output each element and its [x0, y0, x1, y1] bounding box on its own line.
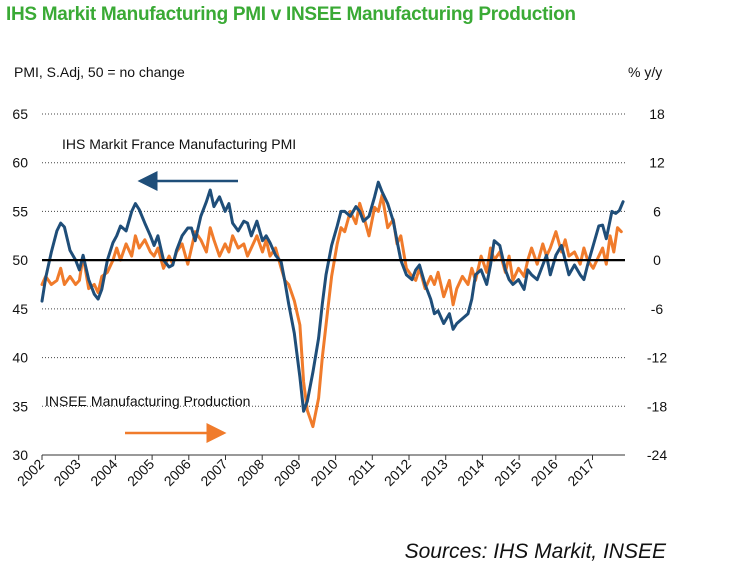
left-axis-ticks: 30 35 40 45 50 55 60 65	[12, 106, 28, 463]
x-tick-label: 2003	[50, 456, 83, 489]
x-tick-label: 2011	[345, 456, 378, 489]
x-tick-label: 2010	[307, 456, 340, 489]
gridlines	[42, 113, 625, 407]
left-tick-label: 55	[12, 203, 28, 219]
left-tick-label: 30	[12, 447, 28, 463]
right-tick-label: -18	[647, 398, 667, 414]
x-tick-label: 2005	[124, 456, 157, 489]
left-tick-label: 60	[12, 155, 28, 171]
x-axis-ticks: 2002 2003 2004 2005 2006 2007 2008 2009 2010 2011…	[14, 455, 598, 489]
pmi-series-line	[40, 180, 625, 413]
production-annotation-label: INSEE Manufacturing Production	[45, 393, 250, 409]
series-lines	[40, 180, 625, 429]
left-tick-label: 65	[12, 106, 28, 122]
right-tick-label: 0	[653, 252, 661, 268]
x-tick-label: 2006	[161, 456, 194, 489]
x-tick-label: 2015	[491, 456, 524, 489]
right-tick-label: -12	[647, 350, 667, 366]
x-tick-label: 2007	[197, 456, 230, 489]
production-series-line	[40, 193, 623, 429]
left-axis-label: PMI, S.Adj, 50 = no change	[14, 64, 185, 80]
x-tick-label: 2016	[528, 456, 561, 489]
right-tick-label: -24	[647, 447, 667, 463]
x-tick-label: 2012	[381, 456, 414, 489]
left-tick-label: 50	[12, 252, 28, 268]
right-tick-label: 18	[649, 106, 665, 122]
chart-title: IHS Markit Manufacturing PMI v INSEE Man…	[6, 4, 576, 25]
right-axis-ticks: -24 -18 -12 -6 0 6 12 18	[647, 106, 667, 463]
left-tick-label: 35	[12, 398, 28, 414]
right-axis-label: % y/y	[628, 64, 662, 80]
x-tick-label: 2017	[564, 456, 597, 489]
sources-note: Sources: IHS Markit, INSEE	[404, 540, 666, 563]
x-tick-label: 2014	[454, 456, 487, 489]
x-tick-label: 2004	[87, 456, 120, 489]
left-tick-label: 40	[12, 350, 28, 366]
x-tick-label: 2009	[271, 456, 304, 489]
right-tick-label: -6	[651, 301, 664, 317]
right-tick-label: 6	[653, 203, 661, 219]
pmi-annotation-label: IHS Markit France Manufacturing PMI	[62, 136, 296, 152]
x-tick-label: 2008	[234, 456, 267, 489]
x-tick-label: 2013	[417, 456, 450, 489]
left-tick-label: 45	[12, 301, 28, 317]
right-tick-label: 12	[649, 155, 665, 171]
